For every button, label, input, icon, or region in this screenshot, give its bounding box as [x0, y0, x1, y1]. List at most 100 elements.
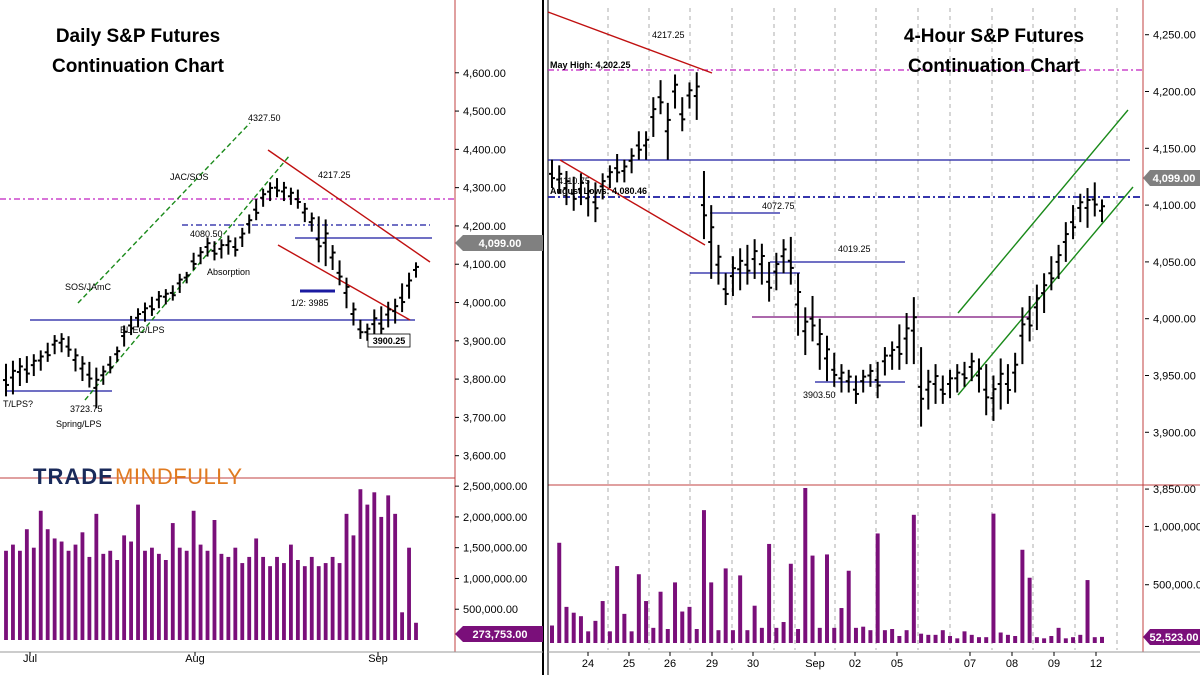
volume-bar — [1049, 636, 1054, 643]
price-axis-tick-label: 3,950.00 — [1153, 370, 1196, 382]
volume-bar — [1100, 636, 1104, 643]
hourly-date-axis: 24 25 26 29 30 Sep 02 05 07 08 09 12 — [582, 652, 1102, 670]
volume-bar — [198, 544, 203, 640]
daily-chart-title: Daily S&P Futures — [56, 26, 220, 47]
volume-bar — [759, 627, 764, 643]
volume-axis-tick-label: 500,000.00 — [1153, 580, 1200, 592]
volume-bar — [226, 556, 231, 640]
volume-bar — [407, 547, 411, 640]
volume-bar — [658, 591, 663, 643]
date-axis-tick-label: 05 — [891, 658, 903, 670]
volume-bar — [205, 550, 210, 640]
trade-mindfully-logo: TRADE MINDFULLY — [33, 464, 243, 489]
volume-bar — [622, 613, 627, 643]
price-axis-tick-label: 4,400.00 — [463, 144, 506, 156]
volume-bar — [644, 601, 649, 643]
volume-bar — [861, 626, 866, 643]
svg-text:MINDFULLY: MINDFULLY — [115, 464, 243, 489]
volume-bar — [969, 634, 974, 643]
volume-bar — [1034, 637, 1039, 643]
volume-bar — [24, 529, 29, 640]
price-axis-tick-label: 4,050.00 — [1153, 257, 1196, 269]
hourly-grid-lines — [607, 8, 1118, 650]
volume-bar — [31, 547, 36, 640]
daily-price-bars — [3, 178, 419, 409]
daily-green-channel-lower — [84, 154, 291, 401]
volume-bar — [289, 544, 293, 640]
daily-volume-bars — [4, 489, 418, 640]
volume-bar — [578, 616, 583, 643]
volume-bar — [344, 513, 349, 640]
volume-axis-tick-label: 2,000,000.00 — [463, 512, 527, 524]
volume-bar — [730, 630, 735, 643]
volume-bar — [940, 630, 945, 643]
volume-bar — [400, 612, 405, 640]
volume-bar — [365, 504, 370, 640]
hourly-chart-title: 4-Hour S&P Futures — [904, 26, 1084, 47]
hourly-annotation-august-lows: August Lows: 4,080.46 — [550, 186, 647, 196]
date-axis-tick-label: 12 — [1090, 658, 1102, 670]
price-axis-tick-label: 4,100.00 — [1153, 200, 1196, 212]
volume-bar — [911, 514, 916, 643]
daily-date-axis: Jul Aug Sep — [23, 652, 388, 665]
date-axis-tick-label: 09 — [1048, 658, 1060, 670]
volume-bar — [607, 631, 612, 643]
volume-bar — [150, 547, 154, 640]
volume-bar — [781, 622, 786, 643]
date-axis-tick-label: Aug — [185, 653, 205, 665]
daily-annotation-jac-sos: JAC/SOS — [170, 172, 209, 182]
volume-bar — [882, 630, 887, 643]
volume-bar — [709, 582, 714, 643]
price-axis-tick-label: 4,150.00 — [1153, 143, 1196, 155]
volume-bar — [115, 560, 120, 640]
volume-axis-tick-label: 500,000.00 — [463, 604, 518, 616]
volume-bar — [1042, 638, 1047, 643]
volume-bar — [752, 605, 757, 643]
date-axis-tick-label: Jul — [23, 653, 37, 665]
volume-bar — [853, 627, 858, 643]
volume-bar — [309, 556, 314, 640]
date-axis-tick-label: 02 — [849, 658, 861, 670]
date-axis-tick-label: 26 — [664, 658, 676, 670]
volume-bar — [379, 516, 384, 640]
volume-bar — [17, 550, 22, 640]
volume-bar — [738, 575, 743, 643]
price-axis-tick-label: 3,700.00 — [463, 412, 506, 424]
volume-bar — [1005, 634, 1010, 643]
daily-last-volume-tag: 273,753.00 — [455, 626, 543, 642]
hourly-red-downtrend-lower — [559, 159, 706, 246]
volume-bar — [4, 550, 8, 640]
price-axis-tick-label: 4,000.00 — [1153, 314, 1196, 326]
price-axis-tick-label: 3,800.00 — [463, 374, 506, 386]
volume-bar — [890, 629, 895, 643]
volume-bar — [191, 510, 196, 640]
volume-bar — [680, 611, 685, 643]
volume-bar — [1013, 636, 1018, 643]
volume-bar — [59, 541, 64, 640]
daily-annotation-half: 1/2: 3985 — [291, 298, 329, 308]
daily-volume-axis: 2,500,000.00 2,000,000.00 1,500,000.00 1,00… — [455, 481, 527, 616]
hourly-annotation-4217: 4217.25 — [652, 30, 685, 40]
volume-bar — [108, 550, 113, 640]
volume-bar — [615, 566, 620, 643]
volume-bar — [557, 542, 562, 643]
hourly-annotation-4019: 4019.25 — [838, 244, 871, 254]
volume-bar — [73, 544, 78, 640]
volume-bar — [233, 547, 238, 640]
volume-bar — [143, 550, 147, 640]
volume-bar — [282, 563, 286, 640]
volume-bar — [351, 535, 356, 640]
volume-bar — [976, 637, 981, 643]
hourly-annotation-4110: 4110.75 — [558, 176, 590, 186]
volume-bar — [1020, 549, 1025, 643]
volume-bar — [991, 513, 996, 643]
daily-trend-lines — [0, 122, 455, 401]
price-axis-tick-label: 3,600.00 — [463, 451, 506, 463]
volume-bar — [80, 532, 85, 640]
volume-bar — [629, 631, 634, 643]
date-axis-tick-label: 29 — [706, 658, 718, 670]
price-axis-tick-label: 4,000.00 — [463, 298, 506, 310]
svg-text:4,099.00: 4,099.00 — [1153, 173, 1196, 185]
volume-bar — [247, 556, 252, 640]
volume-bar — [839, 608, 844, 643]
